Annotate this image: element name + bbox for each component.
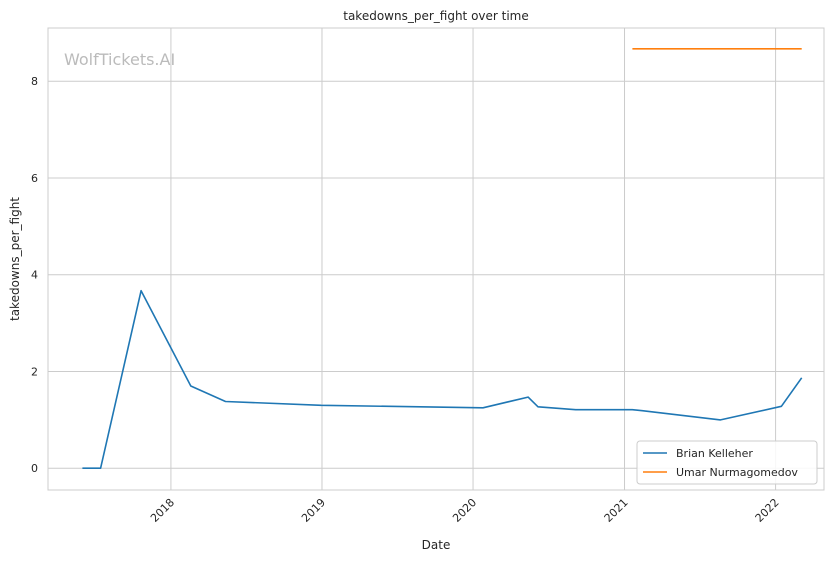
chart-title: takedowns_per_fight over time xyxy=(343,9,529,23)
y-tick-labels: 0 2 4 6 8 xyxy=(31,75,38,475)
legend-box xyxy=(636,440,818,485)
y-tick-label: 2 xyxy=(31,365,38,378)
series-line-brian-kelleher xyxy=(82,289,803,470)
legend: Brian Kelleher Umar Nurmagomedov xyxy=(636,440,818,485)
legend-label-brian-kelleher: Brian Kelleher xyxy=(676,447,753,460)
series-lines xyxy=(82,47,803,470)
y-tick-label: 0 xyxy=(31,462,38,475)
x-axis-label: Date xyxy=(422,538,451,552)
y-tick-label: 8 xyxy=(31,75,38,88)
watermark-text: WolfTickets.AI xyxy=(64,50,175,69)
legend-label-umar-nurmagomedov: Umar Nurmagomedov xyxy=(676,466,798,479)
y-tick-label: 6 xyxy=(31,172,38,185)
plot-frame xyxy=(47,27,825,491)
y-axis-label: takedowns_per_fight xyxy=(8,197,22,321)
grid-lines xyxy=(48,28,824,490)
y-tick-label: 4 xyxy=(31,269,38,282)
